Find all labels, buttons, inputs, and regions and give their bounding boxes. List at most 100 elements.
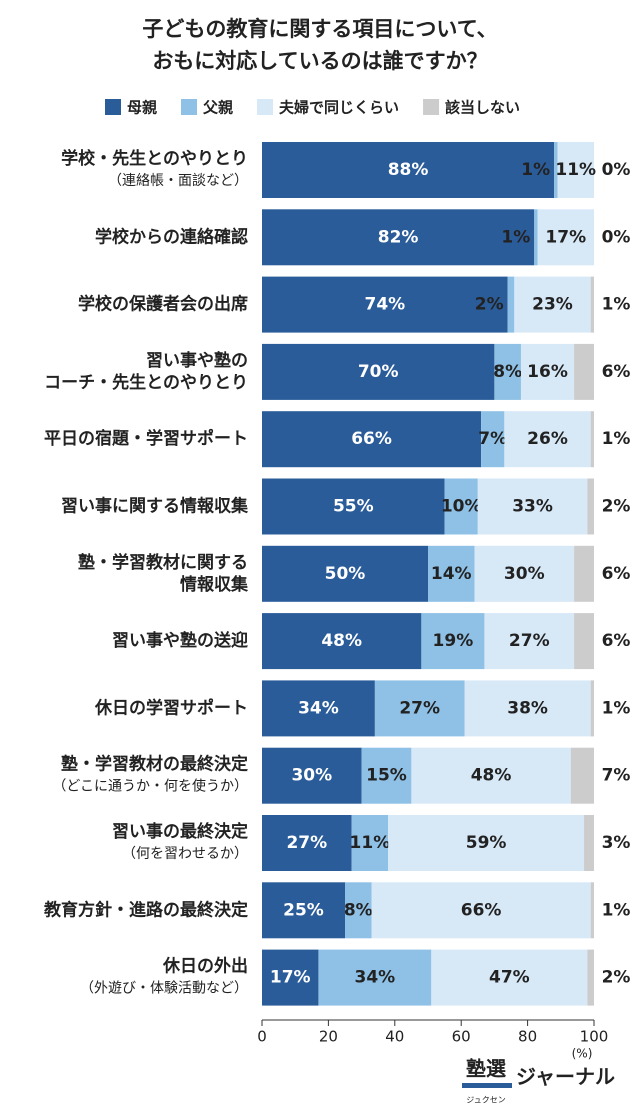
y-tick-label: （何を習わせるか） <box>122 846 248 862</box>
y-tick-label: （連絡帳・面談など） <box>108 173 248 189</box>
bar-segment <box>345 882 372 939</box>
bar-segment <box>574 613 594 670</box>
y-tick-label: 情報収集 <box>180 574 249 595</box>
value-label: 34% <box>298 698 339 718</box>
value-label: 27% <box>509 631 550 651</box>
value-label: 48% <box>471 766 512 786</box>
bar-segment <box>262 815 352 871</box>
value-label: 82% <box>378 227 419 247</box>
legend-label: 夫婦で同じくらい <box>279 99 399 117</box>
value-label: 25% <box>283 900 324 920</box>
value-label: 48% <box>321 631 362 651</box>
value-label: 19% <box>433 631 474 651</box>
bar-segment <box>351 815 389 871</box>
value-label: 1% <box>602 698 631 718</box>
x-tick-label: 100 <box>580 1028 609 1046</box>
y-tick-label: 習い事の最終決定 <box>112 821 248 842</box>
bar-segment <box>494 343 521 400</box>
bar-segment <box>534 209 538 266</box>
y-tick-label: 教育方針・進路の最終決定 <box>43 899 248 920</box>
bar-segment <box>428 545 475 602</box>
bar-segment <box>262 680 375 737</box>
value-label: 66% <box>461 900 502 920</box>
value-label: 66% <box>351 429 392 449</box>
value-label: 26% <box>527 429 568 449</box>
bar-segment <box>574 545 594 602</box>
chart-title: おもに対応しているのは誰ですか？ <box>152 49 487 73</box>
value-label: 88% <box>388 160 429 180</box>
y-tick-label: 習い事や塾の送迎 <box>112 630 248 651</box>
bar-segment <box>537 209 594 266</box>
y-tick-label: （外遊び・体験活動など） <box>80 981 248 997</box>
bar-segment <box>262 747 362 804</box>
y-tick-label: （どこに通うか・何を使うか） <box>52 778 248 795</box>
y-tick-label: 塾・学習教材に関する <box>78 552 248 573</box>
bar-segment <box>262 613 422 670</box>
value-label: 1% <box>602 295 631 315</box>
bar-segment <box>371 882 591 939</box>
bar-segment <box>388 815 585 871</box>
y-tick-label: 休日の外出 <box>162 956 248 977</box>
bar-segment <box>464 680 591 737</box>
legend-label: 母親 <box>127 99 157 117</box>
value-label: 11% <box>555 160 596 180</box>
legend-swatch <box>105 99 121 115</box>
legend-swatch <box>423 99 440 115</box>
x-unit: (%) <box>572 1047 593 1061</box>
bar-segment <box>507 276 515 333</box>
y-tick-label: 学校の保護者会の出席 <box>78 294 248 315</box>
bar-segment <box>587 478 594 535</box>
bar-segment <box>574 343 594 400</box>
bar-segment <box>514 276 591 333</box>
logo-bar <box>462 1083 512 1088</box>
value-label: 70% <box>358 362 399 382</box>
value-label: 14% <box>431 564 472 584</box>
value-label: 38% <box>507 698 548 718</box>
bar-segment <box>554 142 558 198</box>
bar-segment <box>590 680 594 737</box>
value-label: 1% <box>602 900 631 920</box>
bar-segment <box>444 478 478 535</box>
bar-segment <box>318 949 432 1006</box>
bar-segment <box>262 949 319 1006</box>
value-label: 47% <box>489 968 530 988</box>
value-label: 2% <box>475 295 504 315</box>
value-label: 6% <box>602 362 631 382</box>
x-tick-label: 80 <box>518 1028 537 1046</box>
bar-segment <box>474 545 575 602</box>
x-tick-label: 40 <box>385 1028 404 1046</box>
y-tick-label: 習い事に関する情報収集 <box>61 496 249 517</box>
value-label: 8% <box>493 362 522 382</box>
value-label: 11% <box>350 833 391 853</box>
value-label: 8% <box>344 900 373 920</box>
legend-swatch <box>181 99 198 115</box>
value-label: 34% <box>355 968 396 988</box>
value-label: 59% <box>466 833 507 853</box>
y-tick-label: コーチ・先生とのやりとり <box>44 372 248 393</box>
bar-segment <box>484 613 575 670</box>
legend-label: 該当しない <box>445 99 520 117</box>
bar-segment <box>374 680 465 737</box>
x-tick-label: 20 <box>319 1028 338 1046</box>
logo-sub: ジュクセン <box>466 1096 505 1105</box>
bar-segment <box>262 142 555 198</box>
logo-main: 塾選 <box>466 1057 506 1081</box>
bar-segment <box>590 411 594 468</box>
bar-segment <box>590 276 594 333</box>
value-label: 6% <box>602 564 631 584</box>
value-label: 30% <box>504 564 545 584</box>
value-label: 27% <box>399 698 440 718</box>
bar-segment <box>262 411 482 468</box>
legend-label: 父親 <box>202 99 233 117</box>
bar-segment <box>557 142 594 198</box>
y-tick-label: 学校からの連絡確認 <box>95 226 248 247</box>
value-label: 27% <box>286 833 327 853</box>
value-label: 74% <box>364 295 405 315</box>
chart-title: 子どもの教育に関する項目について、 <box>142 17 497 41</box>
value-label: 1% <box>602 429 631 449</box>
bar-segment <box>590 882 594 939</box>
bar-segment <box>587 949 594 1006</box>
logo-suffix: ジャーナル <box>516 1065 615 1089</box>
value-label: 33% <box>512 497 553 517</box>
